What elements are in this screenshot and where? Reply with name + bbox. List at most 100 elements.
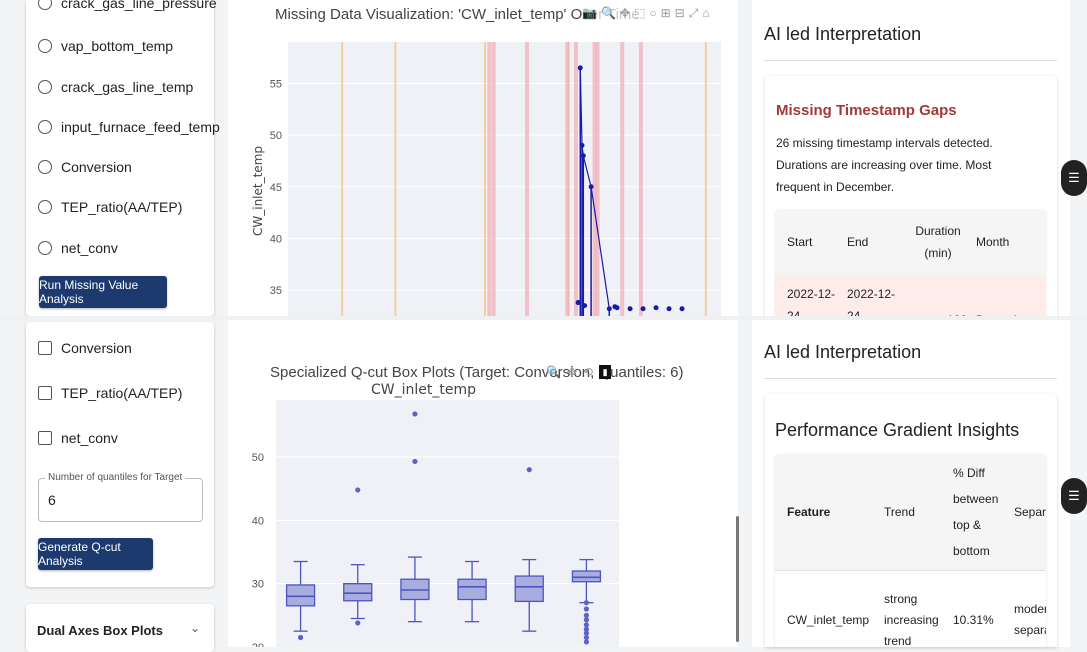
chevron-down-icon: ⌄ [189, 621, 200, 635]
radio-crack-gas-line-pressure[interactable]: crack_gas_line_pressure [38, 0, 217, 14]
checkbox-conversion[interactable]: Conversion [38, 340, 132, 356]
checkbox-tep-ratio[interactable]: TEP_ratio(AA/TEP) [38, 385, 182, 401]
cell-trend: strong increasing trend [884, 591, 939, 647]
table-row: 2022-12-24 2022-12-24 120 December [775, 275, 1046, 316]
home-icon[interactable]: ⌂ [702, 6, 710, 20]
radio-conversion[interactable]: Conversion [38, 159, 132, 175]
insights-table: Feature Trend % Diff between top & botto… [775, 454, 1046, 647]
box-body [514, 575, 544, 603]
box-outlier [526, 467, 532, 473]
missing-gaps-title: Missing Timestamp Gaps [776, 102, 957, 119]
radio-tep-ratio[interactable]: TEP_ratio(AA/TEP) [38, 199, 182, 215]
y-tick-label: 30 [252, 579, 264, 591]
y-tick-label: 50 [252, 452, 264, 464]
reset-icon[interactable]: ⟲ [583, 365, 594, 379]
missing-band [592, 42, 597, 316]
cell-diff: 10.31% [953, 613, 994, 628]
box-outlier [583, 612, 590, 618]
box-outlier [412, 411, 418, 417]
table-row: CW_inlet_temp strong increasing trend 10… [775, 570, 1046, 647]
checkbox-icon [38, 386, 52, 400]
cell-separation: moderate separation [1014, 602, 1046, 638]
filter-icon: ☰ [1068, 170, 1080, 185]
radio-label: TEP_ratio(AA/TEP) [61, 199, 183, 215]
radio-crack-gas-line-temp[interactable]: crack_gas_line_temp [38, 79, 193, 95]
radio-net-conv[interactable]: net_conv [38, 240, 118, 256]
cell-duration: 120 [908, 275, 968, 317]
cell-feature: CW_inlet_temp [787, 613, 870, 628]
missing-band [341, 42, 344, 316]
top-plot-toolbar: 📷 🔍 ✥ ⬚ ○ ⊞ ⊟ ⤢ ⌂ [582, 6, 710, 21]
cell-start: 2022-12-24 [787, 287, 836, 316]
run-missing-value-analysis-button[interactable]: Run Missing Value Analysis [39, 276, 167, 308]
scrollbar-thumb[interactable] [736, 516, 739, 642]
radio-icon [38, 80, 52, 94]
camera-icon[interactable]: 📷 [582, 6, 597, 20]
box-outlier [583, 606, 590, 612]
missing-band [394, 42, 397, 316]
series-line [579, 67, 610, 309]
radio-vap-bottom-temp[interactable]: vap_bottom_temp [38, 38, 173, 54]
missing-band [487, 42, 492, 316]
series-point [614, 305, 620, 311]
missing-data-chart[interactable]: 35 40 45 50 55 CW_inlet_temp [228, 30, 738, 316]
chart-icon[interactable]: ▮ [599, 365, 612, 379]
accordion-label: Dual Axes Box Plots [37, 623, 163, 638]
radio-icon [38, 160, 52, 174]
box-chart-title: CW_inlet_temp [371, 382, 476, 398]
table-header-row: Feature Trend % Diff between top & botto… [775, 454, 1046, 570]
dual-axes-accordion[interactable]: Dual Axes Box Plots ⌄ [26, 604, 214, 652]
box-outlier [355, 620, 361, 626]
missing-band [638, 42, 643, 316]
radio-label: net_conv [61, 240, 118, 256]
col-duration: Duration (min) [915, 224, 961, 260]
box-outlier [583, 634, 590, 641]
checkbox-icon [38, 431, 52, 445]
quantile-input[interactable]: Number of quantiles for Target 6 [38, 472, 203, 522]
zoom-in-icon[interactable]: ⊞ [660, 6, 671, 20]
checkbox-net-conv[interactable]: net_conv [38, 430, 118, 446]
missing-band [565, 42, 570, 316]
checkbox-label: TEP_ratio(AA/TEP) [61, 385, 183, 401]
box-body [457, 578, 487, 601]
series-point [679, 306, 685, 312]
missing-band [620, 42, 625, 316]
series-point [582, 303, 588, 309]
missing-band [484, 42, 487, 316]
lasso-icon[interactable]: ○ [649, 6, 657, 20]
series-point [653, 305, 659, 311]
missing-gaps-text: 26 missing timestamp intervals detected.… [776, 136, 993, 194]
filter-fab-top[interactable]: ☰ [1061, 160, 1087, 196]
bottom-plot-title: Specialized Q-cut Box Plots (Target: Con… [270, 364, 684, 381]
pan-icon[interactable]: ✥ [619, 6, 630, 20]
radio-label: crack_gas_line_temp [61, 79, 194, 95]
generate-qcut-button[interactable]: Generate Q-cut Analysis [38, 538, 153, 570]
box-outlier [355, 487, 361, 493]
radio-icon [38, 39, 52, 53]
checkbox-label: net_conv [61, 430, 118, 446]
cell-end: 2022-12-24 [847, 287, 896, 316]
qcut-box-chart[interactable]: CW_inlet_temp 30 40 50 20 [228, 376, 738, 647]
zoom-out-icon[interactable]: ⊟ [674, 6, 685, 20]
radio-icon [38, 200, 52, 214]
checkbox-icon [38, 341, 52, 355]
pan-icon[interactable]: ✥ [566, 365, 578, 379]
checkbox-label: Conversion [61, 340, 132, 356]
radio-icon [38, 120, 52, 134]
col-trend: Trend [884, 504, 915, 519]
top-sidebar-card [26, 0, 214, 316]
gaps-table-card: Start End Duration (min) Month 2022-12-2… [775, 209, 1046, 316]
box-select-icon[interactable]: ⬚ [633, 6, 646, 20]
filter-fab-bottom[interactable]: ☰ [1061, 478, 1087, 514]
box-outlier [583, 630, 590, 636]
box-outlier [297, 634, 304, 641]
autoscale-icon[interactable]: ⤢ [688, 6, 699, 20]
radio-input-furnace-feed-temp[interactable]: input_furnace_feed_temp [38, 119, 220, 135]
bottom-plot-toolbar: 🔍 ✥ ⟲ ▮ [546, 365, 612, 379]
series-point [627, 306, 633, 312]
box-body [571, 570, 602, 583]
section-separator [0, 316, 1087, 320]
zoom-icon[interactable]: 🔍 [600, 6, 616, 20]
zoom-icon[interactable]: 🔍 [546, 365, 561, 379]
gradient-insights-card: Performance Gradient Insights Feature Tr… [765, 394, 1057, 647]
